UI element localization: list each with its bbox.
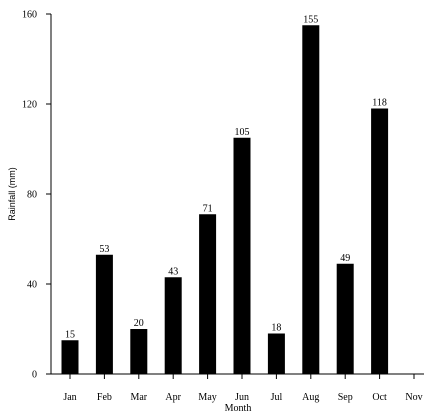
y-axis-ticks: 0 40 80 120 160: [22, 10, 51, 381]
y-axis-title: Rainfall (mm): [7, 167, 17, 221]
bar-value-label: 18: [271, 323, 281, 334]
x-tick-label: Nov: [405, 392, 422, 403]
bar-apr: [164, 277, 182, 374]
bar-oct: [371, 108, 389, 374]
bar-may: [199, 214, 217, 374]
bar-value-label: 118: [372, 98, 387, 109]
x-tick-label: Aug: [302, 392, 319, 403]
bar-value-label: 105: [235, 127, 250, 138]
bar-value-label: 43: [168, 266, 178, 277]
bar-value-label: 53: [99, 244, 109, 255]
bar-value-label: 71: [203, 203, 213, 214]
bar-mar: [130, 329, 148, 374]
x-axis-title: Month: [225, 403, 252, 414]
x-tick-label: Mar: [130, 392, 147, 403]
bar-value-label: 49: [340, 253, 350, 264]
x-tick-label: Sep: [338, 392, 353, 403]
bar-sep: [336, 263, 354, 374]
bar-value-label: 155: [303, 14, 318, 25]
x-tick-label: Jul: [271, 392, 283, 403]
x-tick-label: May: [198, 392, 216, 403]
bar-jul: [267, 333, 285, 374]
x-tick-label: Oct: [372, 392, 387, 403]
y-tick-label: 160: [22, 10, 37, 21]
bar-value-labels: 15 53 20 43 71 105 18 155 49 118: [65, 14, 387, 340]
x-tick-label: Jun: [235, 392, 249, 403]
bar-aug: [302, 25, 320, 374]
y-tick-label: 0: [32, 370, 37, 381]
x-tick-label: Feb: [97, 392, 112, 403]
bars: [61, 25, 389, 374]
bar-jun: [233, 137, 251, 374]
x-tick-label: Apr: [165, 392, 181, 403]
bar-value-label: 15: [65, 329, 75, 340]
bar-value-label: 20: [134, 318, 144, 329]
y-tick-label: 40: [27, 280, 37, 291]
x-tick-label: Jan: [63, 392, 76, 403]
y-tick-label: 120: [22, 100, 37, 111]
bar-jan: [61, 340, 79, 374]
y-tick-label: 80: [27, 190, 37, 201]
x-axis-ticks: Jan Feb Mar Apr May Jun Jul Aug Sep Oct Nov: [63, 374, 423, 403]
bar-feb: [95, 254, 113, 374]
